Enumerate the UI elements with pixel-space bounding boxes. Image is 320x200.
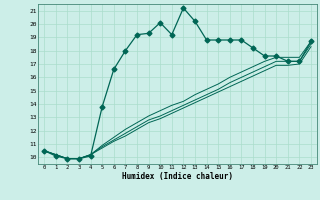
X-axis label: Humidex (Indice chaleur): Humidex (Indice chaleur) <box>122 172 233 181</box>
